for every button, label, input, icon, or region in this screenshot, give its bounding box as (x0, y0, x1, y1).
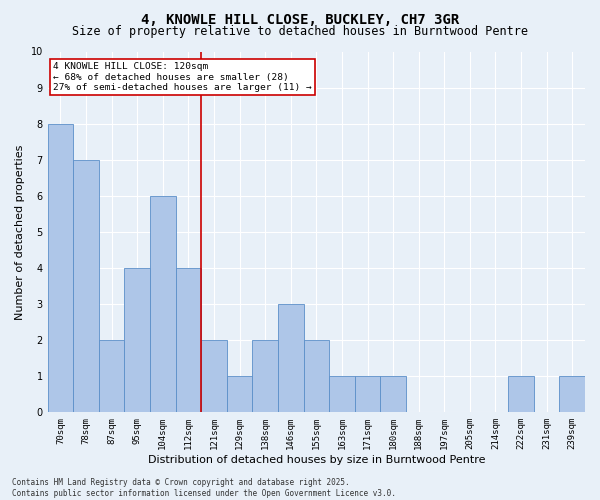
Text: Contains HM Land Registry data © Crown copyright and database right 2025.
Contai: Contains HM Land Registry data © Crown c… (12, 478, 396, 498)
Bar (355, 376, 380, 412)
Bar (380, 376, 406, 412)
Bar (99, 340, 124, 412)
Bar (176, 268, 201, 412)
Bar (150, 196, 176, 412)
Text: 4, KNOWLE HILL CLOSE, BUCKLEY, CH7 3GR: 4, KNOWLE HILL CLOSE, BUCKLEY, CH7 3GR (141, 12, 459, 26)
Text: Size of property relative to detached houses in Burntwood Pentre: Size of property relative to detached ho… (72, 25, 528, 38)
Y-axis label: Number of detached properties: Number of detached properties (15, 144, 25, 320)
Bar (559, 376, 585, 412)
Bar (47, 124, 73, 412)
Bar (253, 340, 278, 412)
X-axis label: Distribution of detached houses by size in Burntwood Pentre: Distribution of detached houses by size … (148, 455, 485, 465)
Bar (227, 376, 253, 412)
Bar (124, 268, 150, 412)
Bar (73, 160, 99, 412)
Bar (201, 340, 227, 412)
Text: 4 KNOWLE HILL CLOSE: 120sqm
← 68% of detached houses are smaller (28)
27% of sem: 4 KNOWLE HILL CLOSE: 120sqm ← 68% of det… (53, 62, 312, 92)
Bar (278, 304, 304, 412)
Bar (508, 376, 534, 412)
Bar (329, 376, 355, 412)
Bar (304, 340, 329, 412)
